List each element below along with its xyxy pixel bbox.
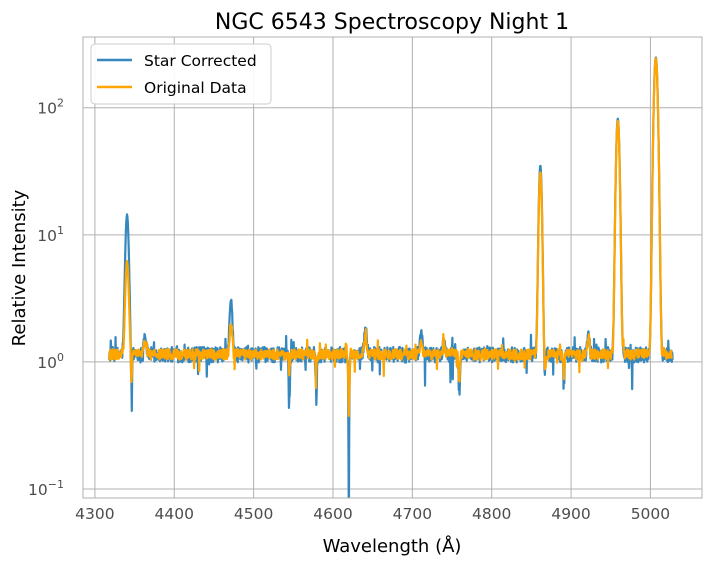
x-tick-label: 4900 — [551, 505, 590, 523]
series-line-star-corrected — [108, 56, 674, 498]
y-tick-label: 10−1 — [28, 478, 64, 499]
x-tick-label: 4400 — [155, 505, 194, 523]
x-tick-label: 4700 — [393, 505, 432, 523]
y-axis-label: Relative Intensity — [9, 189, 30, 346]
legend-label-star-corrected: Star Corrected — [144, 52, 257, 70]
x-axis-label: Wavelength (Å) — [323, 535, 462, 557]
x-tick-label: 5000 — [631, 505, 670, 523]
x-tick-label: 4300 — [75, 505, 114, 523]
x-tick-label: 4800 — [472, 505, 511, 523]
legend-label-original-data: Original Data — [144, 79, 247, 97]
tick-labels: 4300 4400 4500 4600 4700 4800 4900 5000 10−1 100 1… — [28, 97, 670, 523]
y-tick-label: 100 — [37, 351, 64, 372]
y-tick-label: 102 — [37, 97, 64, 118]
grid — [83, 37, 702, 498]
legend: Star Corrected Original Data — [90, 43, 272, 105]
x-tick-label: 4600 — [313, 505, 352, 523]
y-tick-label: 101 — [37, 224, 64, 245]
plot-frame — [82, 36, 703, 499]
x-tick-label: 4500 — [234, 505, 273, 523]
series-line-original-data — [108, 57, 674, 418]
legend-box — [90, 43, 272, 105]
series-layer — [108, 56, 674, 498]
chart-title: NGC 6543 Spectroscopy Night 1 — [215, 10, 569, 35]
